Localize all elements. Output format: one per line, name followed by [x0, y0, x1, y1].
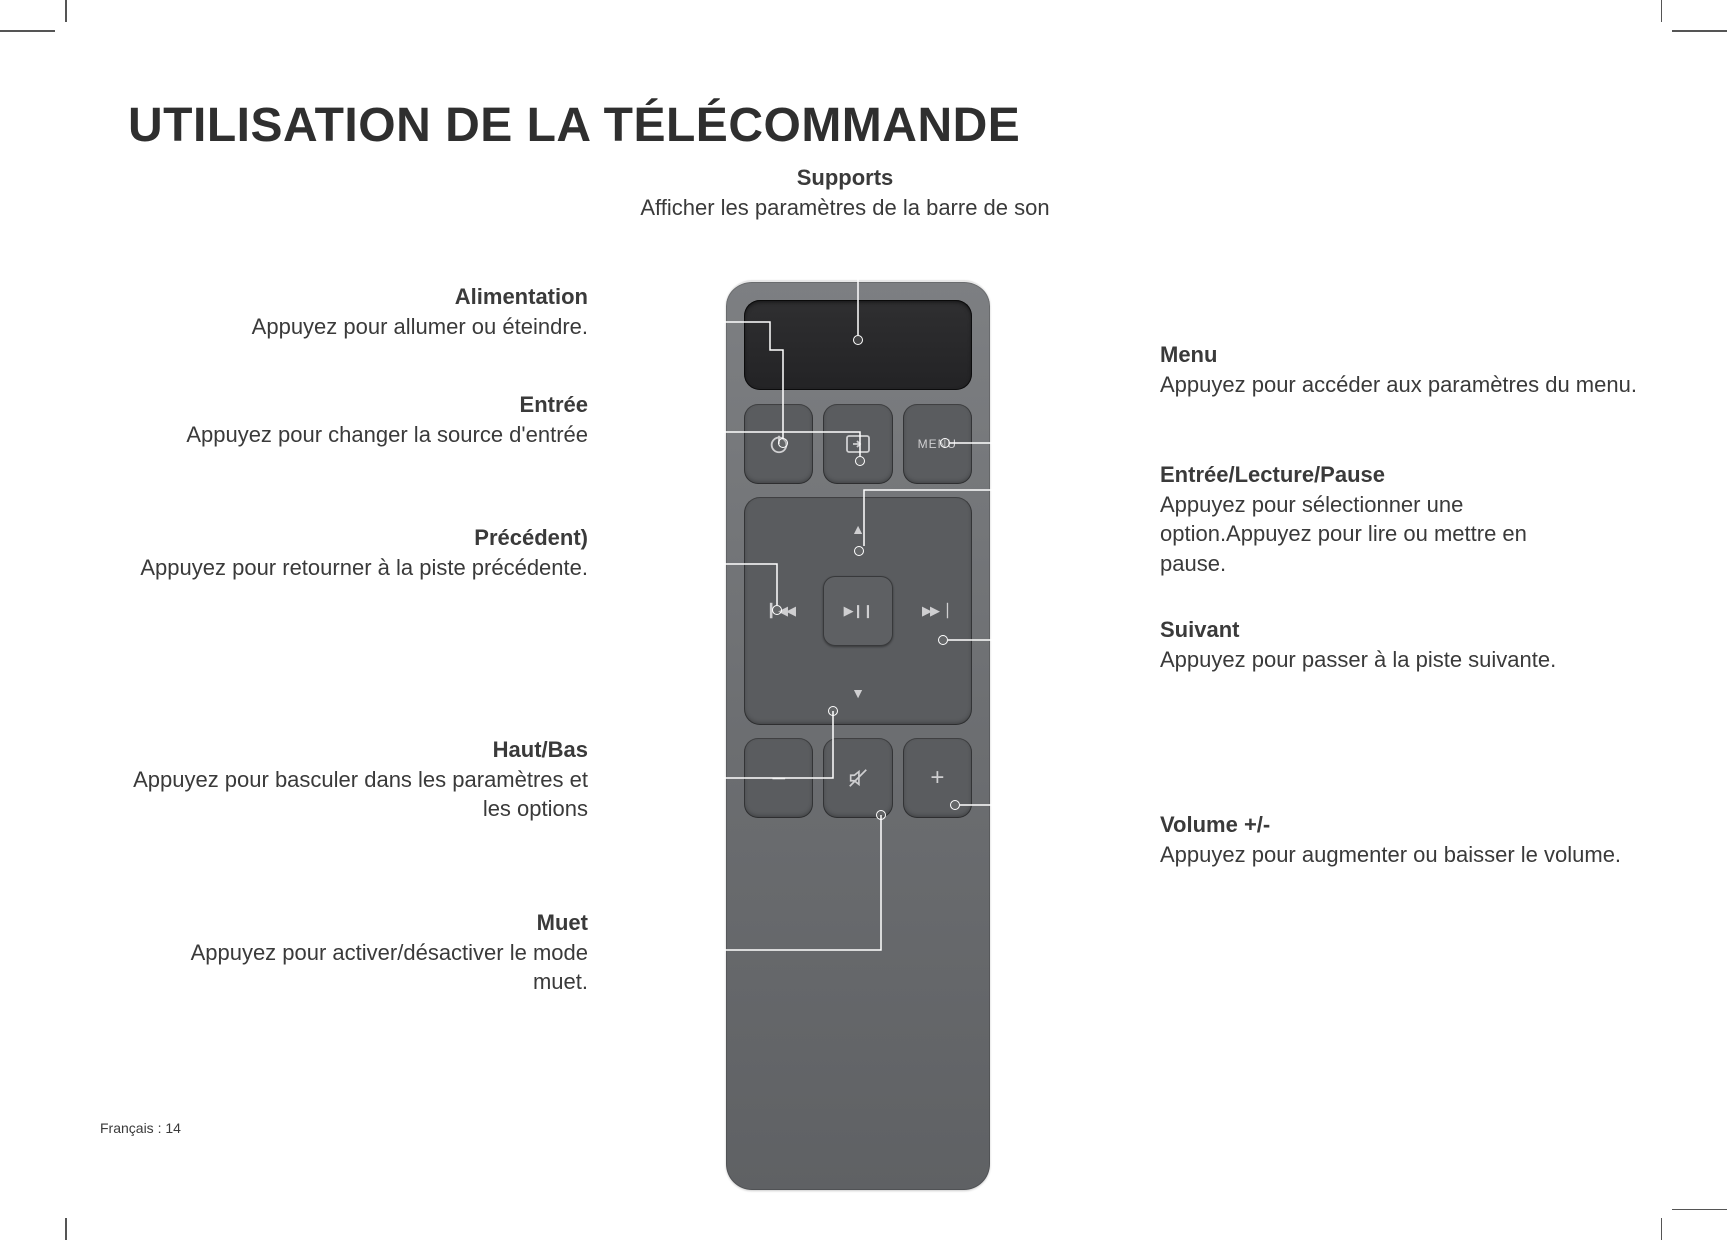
next-track-icon: ▶▶▕: [922, 603, 946, 619]
callout-desc: Afficher les paramètres de la barre de s…: [640, 195, 1049, 220]
crop-mark: [1661, 1218, 1663, 1240]
callout-desc: Appuyez pour basculer dans les paramètre…: [133, 767, 588, 822]
remote-row-bottom: − +: [744, 738, 972, 818]
callout-title: Supports: [630, 163, 1060, 193]
input-icon: [846, 435, 870, 453]
callout-menu: Menu Appuyez pour accéder aux paramètres…: [1160, 340, 1660, 399]
callout-desc: Appuyez pour activer/désactiver le mode …: [191, 940, 588, 995]
leader-dot: [778, 438, 788, 448]
callout-desc: Appuyez pour passer à la piste suivante.: [1160, 647, 1556, 672]
callout-desc: Appuyez pour changer la source d'entrée: [186, 422, 588, 447]
input-button: [823, 404, 892, 484]
crop-mark: [0, 30, 55, 32]
leader-dot: [876, 810, 886, 820]
callout-title: Volume +/-: [1160, 810, 1660, 840]
callout-mute: Muet Appuyez pour activer/désactiver le …: [130, 908, 588, 997]
remote-lcd: [744, 300, 972, 390]
callout-enter: Entrée/Lecture/Pause Appuyez pour sélect…: [1160, 460, 1580, 579]
callout-desc: Appuyez pour augmenter ou baisser le vol…: [1160, 842, 1621, 867]
leader-dot: [772, 605, 782, 615]
callout-desc: Appuyez pour retourner à la piste précéd…: [140, 555, 588, 580]
menu-button: MENU: [903, 404, 972, 484]
callout-title: Entrée/Lecture/Pause: [1160, 460, 1580, 490]
crop-mark: [1661, 0, 1663, 22]
minus-icon: −: [771, 763, 786, 794]
callout-volume: Volume +/- Appuyez pour augmenter ou bai…: [1160, 810, 1660, 869]
callout-title: Entrée: [130, 390, 588, 420]
play-pause-icon: ▶❙❙: [844, 603, 873, 619]
up-icon: ▲: [851, 521, 865, 537]
volume-up-button: +: [903, 738, 972, 818]
callout-title: Muet: [130, 908, 588, 938]
callout-prev: Précédent) Appuyez pour retourner à la p…: [130, 523, 588, 582]
mute-icon: [847, 767, 869, 789]
leader-dot: [940, 438, 950, 448]
mute-button: [823, 738, 892, 818]
volume-down-button: −: [744, 738, 813, 818]
callout-title: Haut/Bas: [130, 735, 588, 765]
callout-supports: Supports Afficher les paramètres de la b…: [630, 163, 1060, 222]
callout-title: Alimentation: [130, 282, 588, 312]
remote-body: MENU ▲ ▼ ▎◀◀ ▶▶▕ ▶❙❙ − +: [726, 280, 990, 1190]
callout-desc: Appuyez pour allumer ou éteindre.: [252, 314, 588, 339]
callout-desc: Appuyez pour accéder aux paramètres du m…: [1160, 372, 1637, 397]
leader-dot: [828, 706, 838, 716]
page-title: UTILISATION DE LA TÉLÉCOMMANDE: [128, 98, 1020, 153]
page-footer: Français : 14: [100, 1120, 181, 1136]
callout-desc: Appuyez pour sélectionner une option.App…: [1160, 492, 1527, 576]
play-pause-button: ▶❙❙: [823, 576, 893, 646]
crop-mark: [1672, 30, 1727, 32]
callout-next: Suivant Appuyez pour passer à la piste s…: [1160, 615, 1580, 674]
callout-title: Menu: [1160, 340, 1660, 370]
leader-dot: [854, 546, 864, 556]
callout-updown: Haut/Bas Appuyez pour basculer dans les …: [130, 735, 588, 824]
callout-title: Suivant: [1160, 615, 1580, 645]
leader-dot: [853, 335, 863, 345]
callout-power: Alimentation Appuyez pour allumer ou éte…: [130, 282, 588, 341]
menu-button-label: MENU: [918, 437, 957, 451]
leader-dot: [938, 635, 948, 645]
callout-input: Entrée Appuyez pour changer la source d'…: [130, 390, 588, 449]
crop-mark: [65, 0, 67, 22]
leader-dot: [950, 800, 960, 810]
leader-dot: [855, 456, 865, 466]
crop-mark: [65, 1218, 67, 1240]
crop-mark: [1672, 1209, 1727, 1211]
down-icon: ▼: [851, 685, 865, 701]
plus-icon: +: [930, 764, 944, 792]
callout-title: Précédent): [130, 523, 588, 553]
